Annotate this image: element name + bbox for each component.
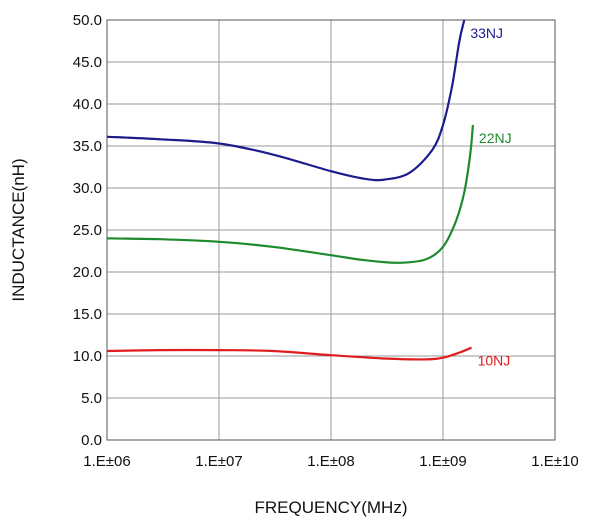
y-tick-label: 30.0 bbox=[73, 180, 102, 197]
series-labels: 33NJ 22NJ 10NJ bbox=[470, 25, 511, 369]
x-tick-label: 1.E±10 bbox=[531, 453, 578, 470]
x-tick-label: 1.E±07 bbox=[195, 453, 242, 470]
plot-area-frame bbox=[106, 19, 556, 441]
y-tick-label: 10.0 bbox=[73, 348, 102, 365]
y-tick-label: 5.0 bbox=[81, 390, 102, 407]
y-tick-label: 20.0 bbox=[73, 264, 102, 281]
x-axis-title: FREQUENCY(MHz) bbox=[255, 498, 408, 517]
series-line-33nj bbox=[106, 19, 466, 182]
y-tick-label: 15.0 bbox=[73, 306, 102, 323]
series-label-33nj: 33NJ bbox=[470, 25, 503, 41]
x-tick-labels: 1.E±06 1.E±07 1.E±08 1.E±09 1.E±10 bbox=[83, 453, 578, 470]
y-tick-label: 50.0 bbox=[73, 12, 102, 29]
series-line-10nj bbox=[106, 346, 473, 361]
series-line-22nj bbox=[106, 124, 474, 264]
y-tick-label: 25.0 bbox=[73, 222, 102, 239]
y-tick-label: 0.0 bbox=[81, 432, 102, 449]
y-axis-title: INDUCTANCE(nH) bbox=[9, 158, 28, 301]
x-tick-label: 1.E±09 bbox=[419, 453, 466, 470]
series-lines bbox=[106, 19, 474, 361]
y-tick-labels: 0.0 5.0 10.0 15.0 20.0 25.0 30.0 35.0 40.0 45.0 50… bbox=[73, 12, 102, 449]
x-tick-label: 1.E±08 bbox=[307, 453, 354, 470]
x-tick-label: 1.E±06 bbox=[83, 453, 130, 470]
y-tick-label: 45.0 bbox=[73, 54, 102, 71]
series-label-22nj: 22NJ bbox=[479, 130, 512, 146]
series-label-10nj: 10NJ bbox=[478, 353, 511, 369]
y-tick-label: 40.0 bbox=[73, 96, 102, 113]
y-tick-label: 35.0 bbox=[73, 138, 102, 155]
